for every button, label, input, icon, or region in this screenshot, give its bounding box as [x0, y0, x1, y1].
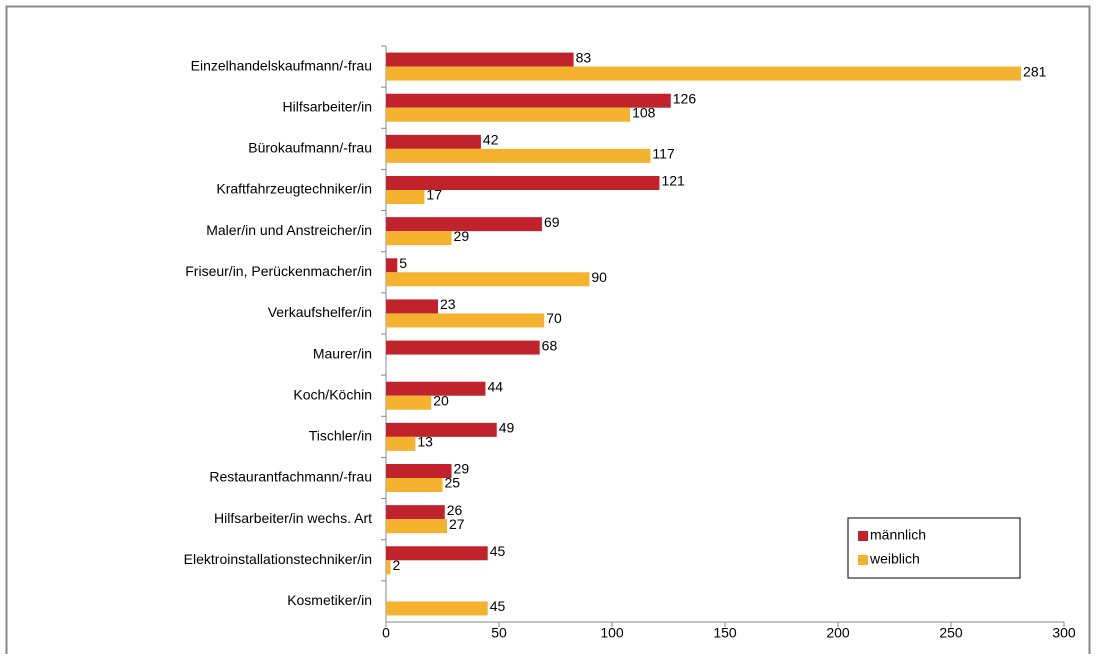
bar	[386, 272, 590, 287]
legend-swatch	[858, 555, 868, 565]
bar	[386, 505, 445, 520]
bar	[386, 66, 1022, 81]
data-label: 25	[445, 475, 461, 491]
y-tick-label: Kosmetiker/in	[287, 592, 372, 608]
x-tick-label: 50	[491, 625, 507, 641]
data-label: 26	[447, 502, 463, 518]
data-label: 29	[454, 461, 470, 477]
data-label: 68	[542, 337, 558, 353]
data-label: 42	[483, 132, 499, 148]
data-label: 17	[426, 187, 442, 203]
data-label: 69	[544, 214, 560, 230]
data-label: 5	[399, 255, 407, 271]
legend-box	[847, 517, 1021, 579]
bar	[386, 258, 398, 273]
data-label: 90	[591, 269, 607, 285]
y-tick-label: Maler/in und Anstreicher/in	[206, 222, 372, 238]
bar	[386, 93, 671, 108]
y-tick-label: Restaurantfachmann/-frau	[209, 469, 372, 485]
y-tick-label: Elektroinstallationstechniker/in	[184, 551, 372, 567]
bar	[386, 107, 631, 122]
data-label: 281	[1023, 63, 1047, 79]
y-tick-label: Friseur/in, Perückenmacher/in	[185, 263, 372, 279]
data-label: 13	[417, 434, 433, 450]
bar	[386, 134, 481, 149]
bar	[386, 340, 540, 355]
x-tick-label: 0	[382, 625, 390, 641]
data-label: 70	[546, 310, 562, 326]
bar	[386, 52, 574, 67]
y-tick-label: Bürokaufmann/-frau	[248, 140, 372, 156]
bar	[386, 299, 438, 314]
y-tick-label: Hilfsarbeiter/in wechs. Art	[214, 510, 372, 526]
y-tick-label: Verkaufshelfer/in	[268, 304, 372, 320]
x-tick-label: 200	[826, 625, 850, 641]
bar	[386, 560, 391, 575]
bar	[386, 436, 416, 451]
chart-frame	[5, 5, 1091, 659]
y-tick-label: Tischler/in	[309, 428, 372, 444]
data-label: 83	[576, 49, 592, 65]
legend-label: weiblich	[869, 551, 920, 567]
data-label: 49	[499, 420, 515, 436]
bar	[386, 176, 660, 190]
bar	[386, 190, 425, 204]
bar	[386, 601, 488, 616]
bar	[386, 313, 545, 328]
bar	[386, 217, 542, 232]
y-tick-label: Maurer/in	[313, 345, 372, 361]
y-tick-label: Koch/Köchin	[293, 386, 372, 402]
data-label: 2	[393, 557, 401, 573]
data-label: 27	[449, 516, 465, 532]
data-label: 45	[490, 598, 506, 614]
bar	[386, 422, 497, 437]
y-tick-label: Kraftfahrzeugtechniker/in	[216, 181, 372, 197]
data-label: 117	[652, 146, 675, 162]
x-tick-label: 100	[600, 625, 624, 641]
x-tick-label: 150	[713, 625, 737, 641]
data-label: 45	[490, 543, 506, 559]
bar	[386, 546, 488, 561]
data-label: 23	[440, 296, 456, 312]
bar	[386, 464, 452, 478]
y-tick-label: Hilfsarbeiter/in	[283, 98, 372, 114]
data-label: 29	[454, 228, 470, 244]
x-tick-label: 300	[1052, 625, 1076, 641]
data-label: 44	[487, 378, 503, 394]
y-tick-label: Einzelhandelskaufmann/-frau	[191, 57, 372, 73]
bar	[386, 478, 443, 492]
bar	[386, 381, 486, 396]
legend-label: männlich	[870, 527, 926, 543]
data-label: 20	[433, 392, 449, 408]
data-label: 121	[661, 173, 685, 189]
legend-swatch	[858, 531, 868, 541]
bar	[386, 231, 452, 246]
bar	[386, 519, 448, 534]
bar	[386, 395, 432, 410]
bar	[386, 148, 651, 163]
x-tick-label: 250	[939, 625, 963, 641]
data-label: 108	[632, 104, 656, 120]
data-label: 126	[673, 90, 697, 106]
